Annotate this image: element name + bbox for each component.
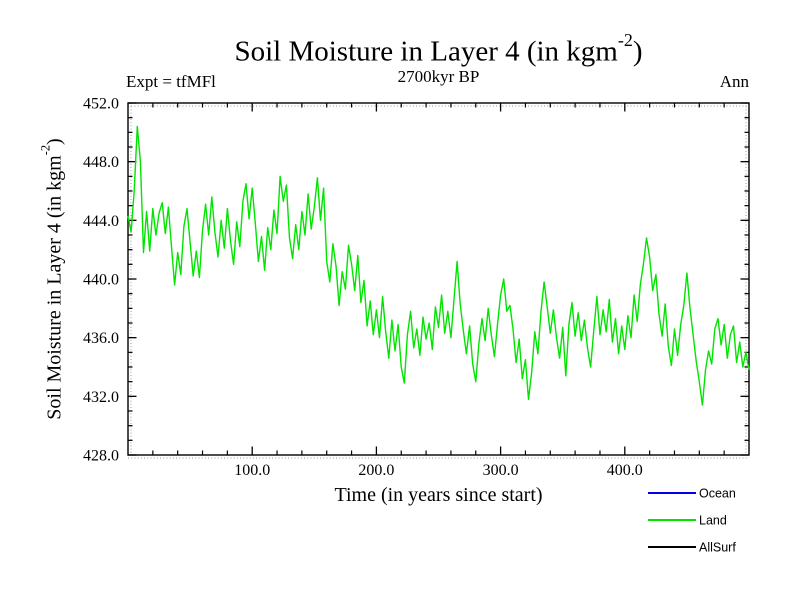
- chart-title-text: Soil Moisture in Layer 4 (in kgm: [234, 35, 618, 68]
- meaning-label: Ann: [719, 72, 749, 91]
- y-tick-label: 436.0: [83, 330, 119, 347]
- chart-title-close: ): [632, 35, 643, 68]
- chart-subtitle: 2700kyr BP: [397, 67, 480, 86]
- x-axis-label: Time (in years since start): [334, 484, 543, 506]
- y-tick-label: 432.0: [83, 389, 119, 406]
- y-axis-label: Soil Moisture in Layer 4 (in kgm-2): [38, 138, 67, 420]
- legend-label-land: Land: [699, 514, 727, 528]
- x-tick-label: 300.0: [483, 462, 519, 479]
- chart-title-superscript: -2: [617, 29, 633, 50]
- x-tick-label: 100.0: [234, 462, 270, 479]
- x-tick-label: 400.0: [607, 462, 643, 479]
- land-series-line: [127, 125, 750, 406]
- y-tick-label: 428.0: [83, 448, 119, 465]
- y-tick-label: 440.0: [83, 272, 119, 289]
- legend-label-ocean: Ocean: [699, 487, 736, 501]
- x-tick-label: 200.0: [358, 462, 394, 479]
- y-tick-label: 444.0: [83, 213, 119, 230]
- y-axis-label-superscript: -2: [38, 144, 53, 156]
- chart-title: Soil Moisture in Layer 4 (in kgm-2): [128, 30, 749, 69]
- legend-label-allsurf: AllSurf: [699, 541, 736, 555]
- y-axis-label-text: Soil Moisture in Layer 4 (in kgm: [43, 155, 66, 420]
- y-tick-label: 452.0: [83, 96, 119, 113]
- y-tick-label: 448.0: [83, 154, 119, 171]
- experiment-label: Expt = tfMFl: [126, 72, 216, 91]
